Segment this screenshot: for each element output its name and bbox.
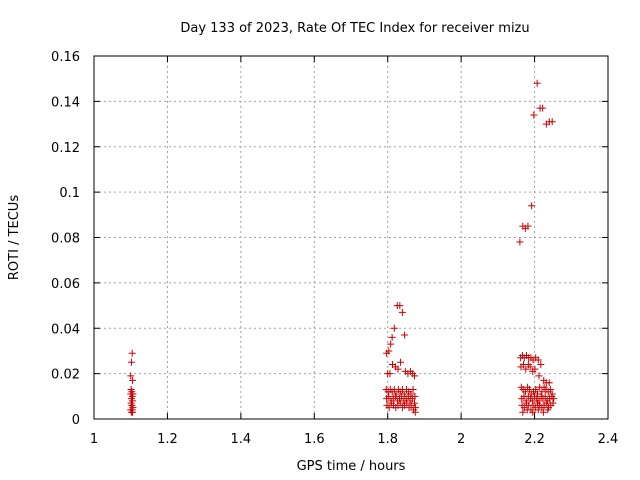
data-point xyxy=(409,386,417,394)
data-point xyxy=(398,308,406,316)
x-tick-label: 1.6 xyxy=(304,432,325,447)
data-point xyxy=(396,399,404,407)
y-tick-label: 0.02 xyxy=(51,368,80,383)
data-point xyxy=(549,399,557,407)
data-point xyxy=(411,408,419,416)
x-tick-label: 2.2 xyxy=(524,432,545,447)
data-point xyxy=(524,222,532,230)
data-point xyxy=(528,202,536,210)
data-point xyxy=(523,406,531,414)
y-tick-label: 0.04 xyxy=(51,322,80,337)
data-point xyxy=(129,408,137,416)
data-point xyxy=(388,333,396,341)
data-point xyxy=(411,372,419,380)
data-point xyxy=(541,392,549,400)
data-point xyxy=(127,358,135,366)
data-point xyxy=(528,397,536,405)
y-axis-label: ROTI / TECUs xyxy=(7,195,22,280)
x-tick-label: 1.4 xyxy=(231,432,252,447)
data-point xyxy=(521,388,529,396)
data-point xyxy=(545,379,553,387)
x-tick-label: 1 xyxy=(90,432,98,447)
data-point xyxy=(387,340,395,348)
data-point xyxy=(535,372,543,380)
data-point xyxy=(127,372,135,380)
data-point xyxy=(391,392,399,400)
data-point xyxy=(390,324,398,332)
data-point xyxy=(542,399,550,407)
data-point xyxy=(538,388,546,396)
data-point xyxy=(129,376,137,384)
grid-lines xyxy=(94,56,608,419)
y-tick-label: 0.08 xyxy=(51,232,80,247)
y-tick-label: 0.16 xyxy=(51,50,80,65)
data-point xyxy=(550,395,558,403)
y-tick-label: 0 xyxy=(72,413,80,428)
data-point xyxy=(408,395,416,403)
data-point xyxy=(530,111,538,119)
data-point xyxy=(385,347,393,355)
data-point xyxy=(394,365,402,373)
data-point xyxy=(534,406,542,414)
x-tick-label: 2.4 xyxy=(598,432,619,447)
data-point xyxy=(522,365,530,373)
data-point xyxy=(526,363,534,371)
data-point xyxy=(533,79,541,87)
data-point xyxy=(529,408,537,416)
data-point xyxy=(534,356,542,364)
data-point xyxy=(546,386,554,394)
y-tick-label: 0.06 xyxy=(51,277,80,292)
y-tick-label: 0.1 xyxy=(59,186,80,201)
data-point xyxy=(539,104,547,112)
data-point xyxy=(525,386,533,394)
data-point xyxy=(544,406,552,414)
y-tick-label: 0.14 xyxy=(51,95,80,110)
y-tick-label: 0.12 xyxy=(51,141,80,156)
data-point xyxy=(397,358,405,366)
data-point xyxy=(519,408,527,416)
data-point xyxy=(532,386,540,394)
data-point xyxy=(516,238,524,246)
x-axis-label: GPS time / hours xyxy=(297,459,406,474)
data-point xyxy=(401,331,409,339)
data-point xyxy=(403,399,411,407)
x-tick-label: 1.2 xyxy=(157,432,178,447)
data-point xyxy=(385,404,393,412)
data-point xyxy=(548,118,556,126)
data-point xyxy=(407,401,415,409)
plot-frame xyxy=(93,55,609,420)
data-point xyxy=(128,349,136,357)
data-point xyxy=(537,361,545,369)
data-point xyxy=(396,302,404,310)
data-point xyxy=(404,392,412,400)
data-points xyxy=(127,79,558,416)
data-point xyxy=(398,392,406,400)
data-point xyxy=(385,392,393,400)
data-point xyxy=(386,370,394,378)
data-point xyxy=(531,365,539,373)
x-tick-label: 1.8 xyxy=(377,432,398,447)
x-tick-label: 2 xyxy=(457,432,465,447)
data-point xyxy=(539,408,547,416)
tick-labels: 1 1.2 1.4 1.6 1.8 2 2.2 2.4 0 0.02 0.04 0.06 0.08 0.1… xyxy=(51,50,618,447)
chart-title: Day 133 of 2023, Rate Of TEC Index for r… xyxy=(180,21,529,36)
